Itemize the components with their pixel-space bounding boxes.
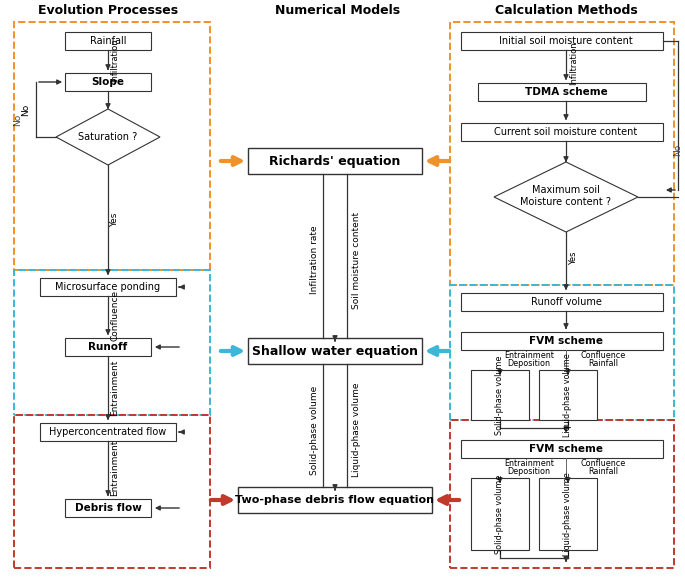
Text: Yes: Yes [110,213,119,227]
Polygon shape [56,109,160,165]
Text: TDMA scheme: TDMA scheme [525,87,608,97]
Text: FVM scheme: FVM scheme [529,336,603,346]
Bar [461,440,663,458]
Bar [65,499,151,517]
Bar [471,370,529,420]
Bar [65,73,151,91]
Text: Soil moisture content: Soil moisture content [353,212,362,309]
Bar [461,123,663,141]
Text: Confluence: Confluence [110,290,119,340]
Text: Rainfall: Rainfall [90,36,126,46]
Text: Infiltration: Infiltration [110,38,119,82]
Bar [40,423,176,441]
Text: Liquid-phase volume: Liquid-phase volume [353,383,362,477]
Text: Rainfall: Rainfall [588,466,618,476]
Text: Entrainment: Entrainment [504,350,554,360]
Bar [14,270,210,415]
Bar [539,478,597,550]
Text: Moisture content ?: Moisture content ? [521,197,612,207]
Text: Maximum soil: Maximum soil [532,185,600,195]
Text: Liquid-phase volume: Liquid-phase volume [564,353,573,437]
Text: No: No [21,104,31,116]
Text: Entrainment: Entrainment [504,458,554,468]
Text: Liquid-phase volume: Liquid-phase volume [564,472,573,556]
Text: Current soil moisture content: Current soil moisture content [495,127,638,137]
Bar [65,338,151,356]
Bar [450,285,674,420]
Text: Slope: Slope [92,77,125,87]
Text: Yes: Yes [569,251,579,265]
Text: Entrainment: Entrainment [110,440,119,496]
Bar [14,22,210,270]
Text: Runoff volume: Runoff volume [531,297,601,307]
Text: Solid-phase volume: Solid-phase volume [310,386,319,475]
Text: Confluence: Confluence [580,458,625,468]
Bar [461,293,663,311]
Text: Two-phase debris flow equation: Two-phase debris flow equation [236,495,434,505]
Bar [248,338,422,364]
Text: No: No [14,114,23,126]
Bar [461,332,663,350]
Text: Infiltration: Infiltration [569,41,579,85]
Bar [40,278,176,296]
Text: FVM scheme: FVM scheme [529,444,603,454]
Bar [65,32,151,50]
Bar [14,415,210,568]
Text: Runoff: Runoff [88,342,127,352]
Text: Deposition: Deposition [508,358,551,368]
Text: Numerical Models: Numerical Models [275,5,401,17]
Bar [248,148,422,174]
Polygon shape [494,162,638,232]
Bar [238,487,432,513]
Text: Confluence: Confluence [580,350,625,360]
Bar [471,478,529,550]
Text: No: No [673,144,682,156]
Text: Entrainment: Entrainment [110,360,119,416]
Text: Rainfall: Rainfall [588,358,618,368]
Bar [461,32,663,50]
Text: Solid-phase volume: Solid-phase volume [495,355,504,435]
Text: Saturation ?: Saturation ? [78,132,138,142]
Text: Debris flow: Debris flow [75,503,141,513]
Text: Richards' equation: Richards' equation [269,154,401,168]
Bar [478,83,646,101]
Text: Microsurface ponding: Microsurface ponding [55,282,160,292]
Text: Solid-phase volume: Solid-phase volume [495,475,504,554]
Text: Calculation Methods: Calculation Methods [495,5,637,17]
Text: Shallow water equation: Shallow water equation [252,344,418,358]
Bar [539,370,597,420]
Text: Deposition: Deposition [508,466,551,476]
Text: Initial soil moisture content: Initial soil moisture content [499,36,633,46]
Text: Infiltration rate: Infiltration rate [310,225,319,294]
Text: Evolution Processes: Evolution Processes [38,5,178,17]
Bar [450,420,674,568]
Text: Hyperconcentrated flow: Hyperconcentrated flow [49,427,166,437]
Bar [450,22,674,285]
